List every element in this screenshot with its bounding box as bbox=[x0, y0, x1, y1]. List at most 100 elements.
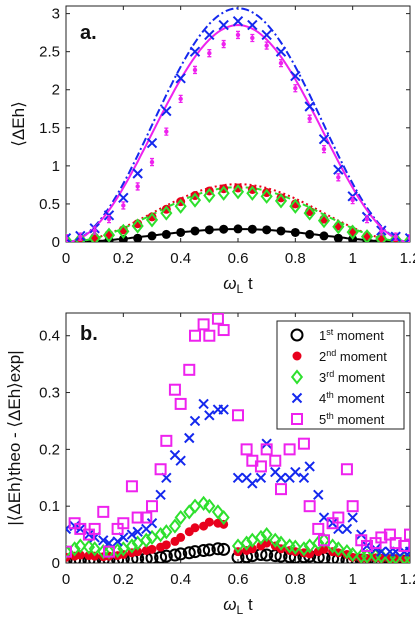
data-point bbox=[204, 410, 215, 421]
data-point bbox=[217, 185, 230, 201]
data-point bbox=[232, 472, 244, 483]
data-point bbox=[318, 134, 330, 145]
data-point bbox=[303, 500, 316, 513]
data-point bbox=[274, 193, 288, 209]
data-point bbox=[211, 313, 224, 325]
theory-curve bbox=[66, 7, 410, 242]
x-tick-label: 0 bbox=[62, 250, 70, 267]
data-point bbox=[168, 518, 182, 534]
plot-frame bbox=[65, 5, 411, 243]
data-point bbox=[204, 517, 214, 527]
data-point bbox=[360, 229, 374, 242]
data-point bbox=[147, 544, 157, 554]
data-point bbox=[183, 363, 196, 376]
data-point bbox=[178, 96, 183, 102]
data-point bbox=[102, 227, 116, 242]
data-point bbox=[161, 204, 171, 214]
data-point bbox=[319, 231, 329, 241]
data-point bbox=[260, 548, 274, 562]
data-point bbox=[393, 234, 398, 239]
data-point bbox=[290, 227, 300, 237]
y-tick-label: 0.3 bbox=[39, 385, 60, 402]
y-tick-label: 2.5 bbox=[39, 44, 60, 61]
data-point bbox=[135, 184, 140, 189]
data-point bbox=[174, 397, 187, 410]
data-point bbox=[117, 223, 130, 239]
data-point bbox=[140, 532, 153, 548]
y-tick-label: 0.1 bbox=[39, 498, 60, 515]
theory-curve bbox=[66, 23, 410, 242]
data-point bbox=[350, 197, 355, 203]
data-point bbox=[312, 535, 325, 551]
data-point bbox=[260, 443, 273, 456]
data-point bbox=[218, 19, 229, 31]
y-tick-label: 0.5 bbox=[39, 196, 60, 213]
data-point bbox=[121, 203, 126, 208]
data-point bbox=[66, 232, 72, 242]
data-point bbox=[404, 546, 410, 557]
data-point bbox=[404, 232, 410, 242]
x-tick-label: 0.4 bbox=[170, 250, 191, 267]
data-point bbox=[290, 328, 304, 342]
x-tick-label: 1.2 bbox=[400, 571, 415, 588]
data-point bbox=[92, 228, 97, 233]
data-point bbox=[389, 232, 402, 242]
data-point bbox=[389, 537, 402, 550]
data-point bbox=[269, 454, 282, 467]
y-tick-label: 3 bbox=[52, 6, 60, 23]
x-tick-label: 0.6 bbox=[228, 250, 249, 267]
data-point bbox=[319, 544, 329, 554]
data-point bbox=[360, 548, 374, 563]
data-point bbox=[117, 517, 130, 530]
data-point bbox=[361, 539, 373, 552]
data-point bbox=[175, 73, 186, 84]
data-point bbox=[103, 545, 115, 558]
data-point bbox=[346, 224, 359, 240]
data-point bbox=[207, 51, 212, 56]
data-point bbox=[407, 235, 410, 241]
data-point bbox=[250, 35, 255, 41]
data-point bbox=[246, 185, 259, 201]
data-point bbox=[161, 229, 171, 239]
data-point bbox=[347, 512, 358, 523]
data-point bbox=[254, 529, 268, 546]
y-tick-label: 1.5 bbox=[39, 120, 60, 137]
data-point bbox=[174, 547, 188, 561]
data-point bbox=[221, 41, 226, 47]
data-point bbox=[304, 461, 315, 472]
data-point bbox=[276, 226, 286, 236]
data-point bbox=[217, 324, 230, 337]
data-point bbox=[293, 86, 298, 91]
data-point bbox=[247, 184, 257, 194]
data-point bbox=[262, 188, 272, 198]
data-point bbox=[174, 198, 187, 214]
data-point bbox=[312, 522, 325, 535]
data-point bbox=[333, 233, 343, 242]
data-point bbox=[203, 187, 216, 204]
data-point bbox=[154, 463, 167, 476]
data-point bbox=[274, 535, 288, 551]
data-point bbox=[189, 415, 201, 427]
y-tick-label: 2 bbox=[52, 82, 60, 99]
data-point bbox=[260, 526, 273, 543]
plot-area bbox=[66, 7, 410, 242]
data-point bbox=[264, 43, 269, 48]
data-point bbox=[278, 60, 284, 66]
x-tick-label: 0.6 bbox=[228, 571, 249, 588]
y-tick-label: 0 bbox=[52, 234, 60, 251]
data-point bbox=[247, 224, 257, 234]
data-point bbox=[131, 511, 144, 524]
y-tick-label: 0.4 bbox=[39, 328, 60, 345]
x-tick-label: 1.2 bbox=[400, 250, 415, 267]
data-point bbox=[340, 544, 354, 560]
data-point bbox=[219, 224, 229, 234]
data-point bbox=[203, 498, 216, 514]
data-point bbox=[262, 225, 272, 235]
data-point bbox=[318, 534, 330, 547]
data-point bbox=[255, 472, 267, 483]
data-point bbox=[188, 192, 202, 208]
data-point bbox=[88, 522, 101, 535]
data-point bbox=[175, 455, 186, 466]
data-point bbox=[260, 188, 273, 204]
